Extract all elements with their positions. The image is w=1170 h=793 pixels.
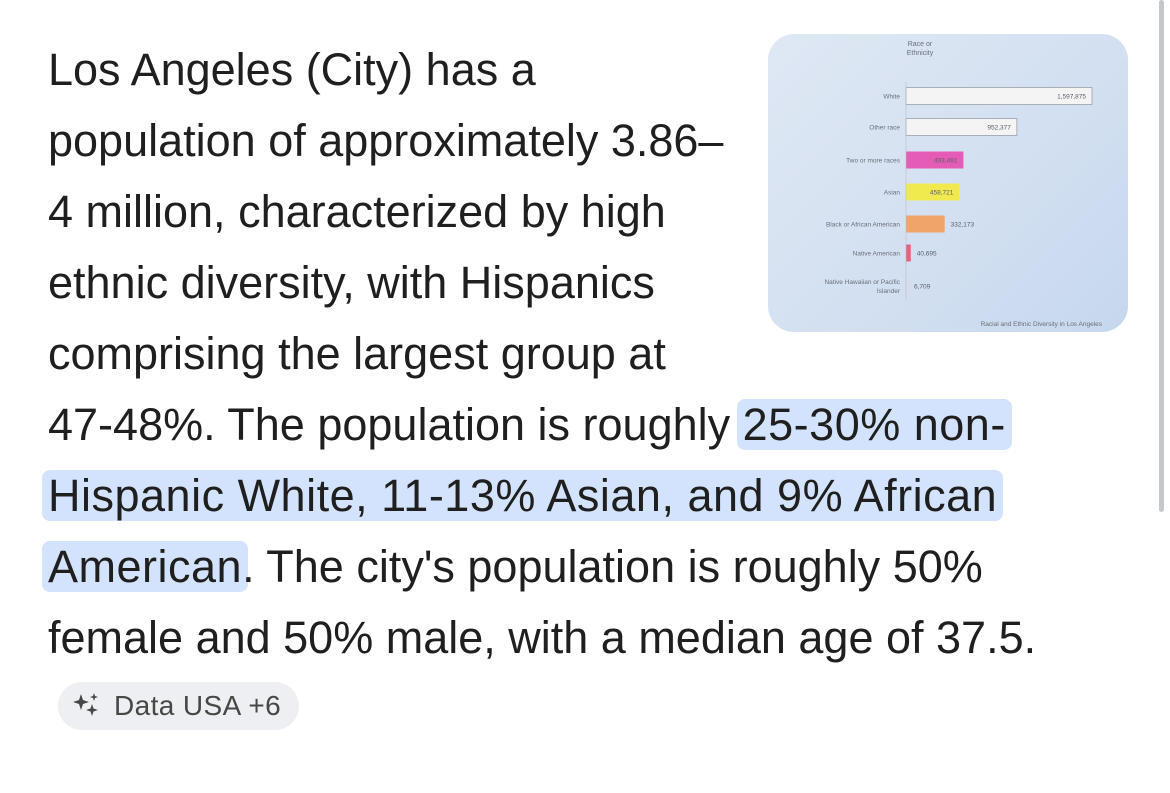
category-label-5: Native American bbox=[853, 251, 901, 258]
chart-title-line-2: Ethnicity bbox=[907, 50, 934, 57]
bar-4 bbox=[906, 215, 945, 233]
value-label-4: 332,173 bbox=[951, 222, 975, 229]
chart-caption: Racial and Ethnic Diversity in Los Angel… bbox=[981, 321, 1103, 328]
ethnicity-bar-chart: Race or Ethnicity White 1,597,875 Other race… bbox=[824, 41, 1103, 328]
category-label-1: Other race bbox=[869, 125, 900, 132]
answer-text-tail: . The city's population is roughly 50% f… bbox=[48, 541, 1037, 663]
answer-text-lead: Los Angeles (City) has a population of a… bbox=[48, 44, 743, 450]
source-chip[interactable]: Data USA +6 bbox=[58, 682, 300, 730]
answer-text: Race or Ethnicity White 1,597,875 Other race… bbox=[42, 34, 1128, 744]
bar-3 bbox=[906, 183, 960, 201]
bar-6 bbox=[906, 277, 908, 295]
bar-5 bbox=[906, 244, 911, 262]
category-label-6-1: Islander bbox=[877, 288, 901, 295]
category-label-2: Two or more races bbox=[846, 158, 901, 165]
bar-2 bbox=[906, 151, 964, 169]
category-label-6-0: Native Hawaiian or Pacific bbox=[824, 279, 900, 286]
value-label-3: 458,721 bbox=[930, 190, 954, 197]
category-label-4: Black or African American bbox=[826, 222, 900, 229]
chart-thumbnail[interactable]: Race or Ethnicity White 1,597,875 Other race… bbox=[768, 34, 1128, 332]
chart-title-line-1: Race or bbox=[908, 41, 933, 48]
value-label-5: 40,695 bbox=[917, 251, 937, 258]
scrollbar[interactable] bbox=[1159, 0, 1164, 512]
value-label-6: 6,709 bbox=[914, 284, 931, 291]
sparkle-icon bbox=[73, 693, 98, 716]
category-label-3: Asian bbox=[884, 190, 901, 197]
value-label-0: 1,597,875 bbox=[1057, 94, 1086, 101]
value-label-2: 493,491 bbox=[934, 158, 958, 165]
source-chip-label: Data USA +6 bbox=[114, 690, 282, 721]
category-label-0: White bbox=[883, 94, 900, 101]
value-label-1: 952,377 bbox=[987, 125, 1011, 132]
